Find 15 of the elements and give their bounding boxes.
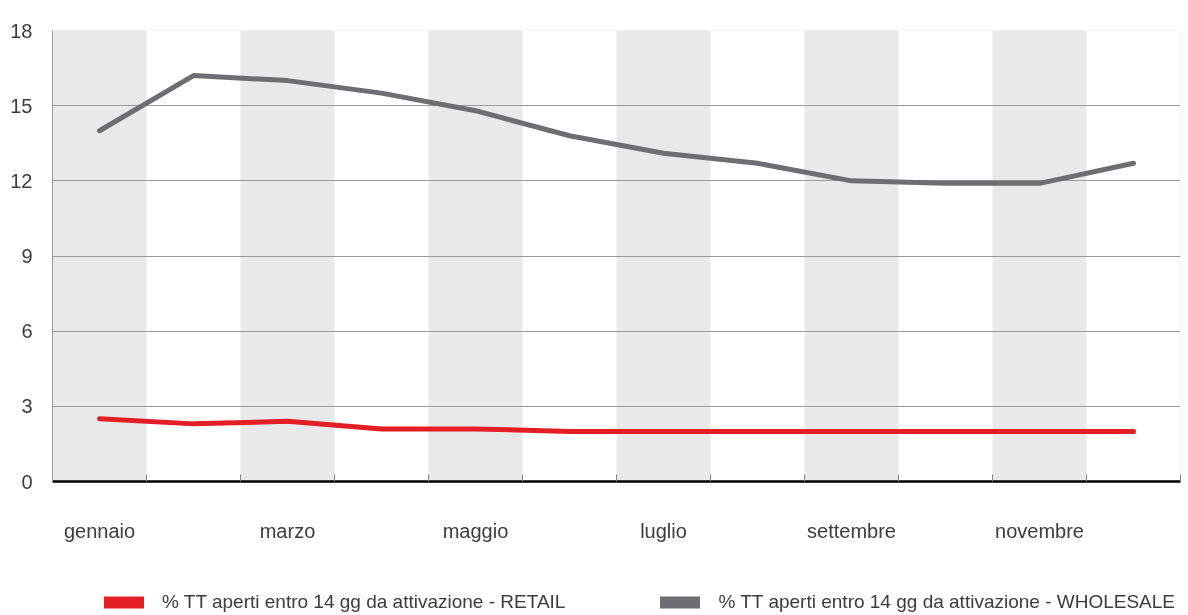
- y-tick-label: 0: [21, 470, 33, 493]
- legend-label: % TT aperti entro 14 gg da attivazione - RETAIL: [162, 591, 566, 613]
- x-tick-label: settembre: [807, 519, 896, 542]
- y-tick-label: 18: [10, 19, 33, 42]
- x-tick-label: luglio: [640, 519, 687, 542]
- x-tick-label: marzo: [259, 519, 316, 542]
- x-tick-label: novembre: [995, 519, 1084, 542]
- y-tick-label: 15: [10, 94, 33, 117]
- legend-label: % TT aperti entro 14 gg da attivazione - WHOLESALE: [718, 591, 1176, 613]
- y-tick-label: 6: [21, 320, 33, 343]
- y-tick-label: 3: [21, 395, 33, 418]
- y-tick-label: 12: [10, 169, 33, 192]
- x-tick-label: gennaio: [63, 519, 136, 542]
- y-tick-label: 9: [21, 245, 33, 267]
- x-tick-label: maggio: [442, 519, 509, 542]
